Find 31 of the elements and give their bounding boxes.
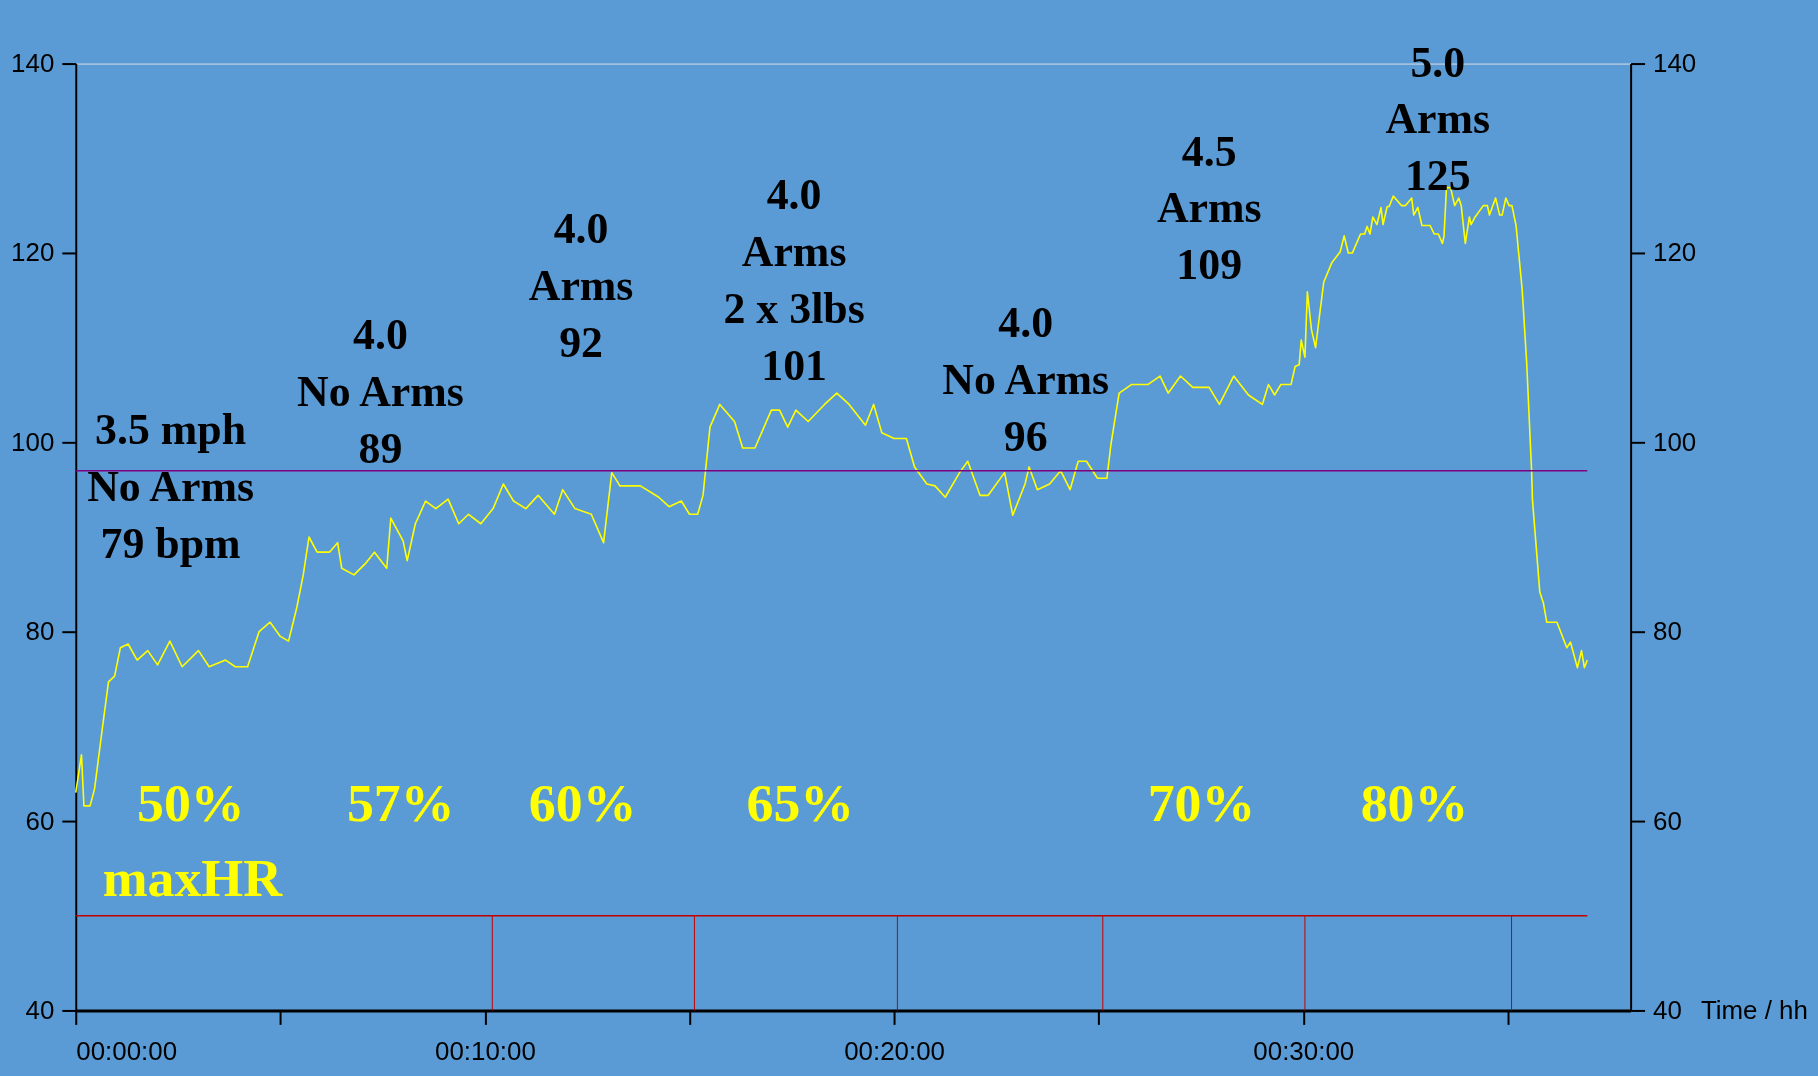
annotation: 3.5 mph No Arms 79 bpm <box>87 404 255 567</box>
y2-tick-label: 60 <box>1653 806 1682 835</box>
x-tick-label: 00:00:00 <box>76 1036 178 1065</box>
y2-tick-label: 140 <box>1653 49 1697 78</box>
annotation: 4.0 No Arms 96 <box>942 297 1110 460</box>
y2-tick-label: 40 <box>1653 995 1682 1024</box>
annotation: 80% <box>1360 772 1469 833</box>
y-tick-label: 60 <box>25 806 55 835</box>
annotation: maxHR <box>102 847 284 908</box>
y-tick-label: 80 <box>25 617 55 646</box>
annotation: 70% <box>1147 772 1256 833</box>
annotation: 60% <box>528 772 637 833</box>
x-tick-label: 00:20:00 <box>844 1036 946 1065</box>
annotation: 65% <box>746 772 855 833</box>
y-tick-label: 120 <box>11 238 55 267</box>
annotation: 5.0 Arms 125 <box>1385 37 1491 200</box>
x-tick-label: 00:30:00 <box>1253 1036 1355 1065</box>
annotation: 50% <box>137 772 245 833</box>
annotation: 4.0 Arms 92 <box>528 204 634 366</box>
x-tick-label: 00:10:00 <box>435 1036 536 1065</box>
y2-tick-label: 120 <box>1653 238 1697 267</box>
annotation: 4.5 Arms 109 <box>1156 126 1262 289</box>
y2-tick-label: 100 <box>1653 427 1697 456</box>
annotation: 57% <box>346 772 455 833</box>
annotation: 4.0 Arms 2 x 3lbs 101 <box>723 170 865 389</box>
annotation: 4.0 No Arms 89 <box>297 310 464 472</box>
y-tick-label: 100 <box>11 427 55 456</box>
y-tick-label: 40 <box>25 995 55 1024</box>
y-tick-label: 140 <box>11 49 55 78</box>
y2-tick-label: 80 <box>1653 617 1682 646</box>
x-axis-title: Time / hh <box>1700 995 1808 1024</box>
